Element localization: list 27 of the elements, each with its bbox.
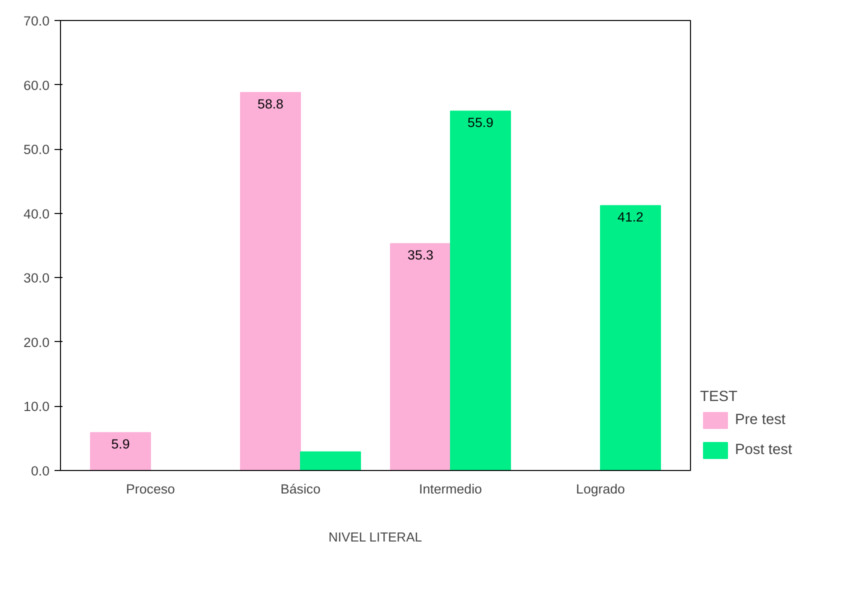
x-tick-label: Logrado <box>576 482 625 496</box>
data-label: 35.3 <box>408 248 434 263</box>
bar <box>90 432 151 470</box>
bar <box>240 92 301 470</box>
y-tick-label: 60.0 <box>24 78 50 93</box>
data-label: 58.8 <box>258 96 284 112</box>
data-label: 41.2 <box>618 210 644 225</box>
y-tick-label: 70.0 <box>24 14 50 28</box>
bar <box>300 451 361 470</box>
legend-label: Pre test <box>735 412 786 428</box>
bar <box>390 243 451 470</box>
y-tick-label: 50.0 <box>24 142 50 158</box>
x-axis-title: NIVEL LITERAL <box>328 530 422 544</box>
legend-title: TEST <box>700 389 738 405</box>
data-label: 5.9 <box>111 436 130 452</box>
bar <box>450 110 511 470</box>
y-tick-label: 10.0 <box>24 399 50 414</box>
x-tick-label: Básico <box>280 482 321 496</box>
y-tick-label: 20.0 <box>24 334 50 350</box>
y-tick-label: 30.0 <box>24 270 50 286</box>
data-label: 55.9 <box>468 115 494 130</box>
y-tick-label: 40.0 <box>24 206 50 222</box>
x-tick-label: Proceso <box>126 482 175 496</box>
y-tick-label: 0.0 <box>30 464 50 478</box>
bar <box>600 205 661 470</box>
legend-label: Post test <box>735 442 792 458</box>
x-tick-label: Intermedio <box>419 482 482 496</box>
